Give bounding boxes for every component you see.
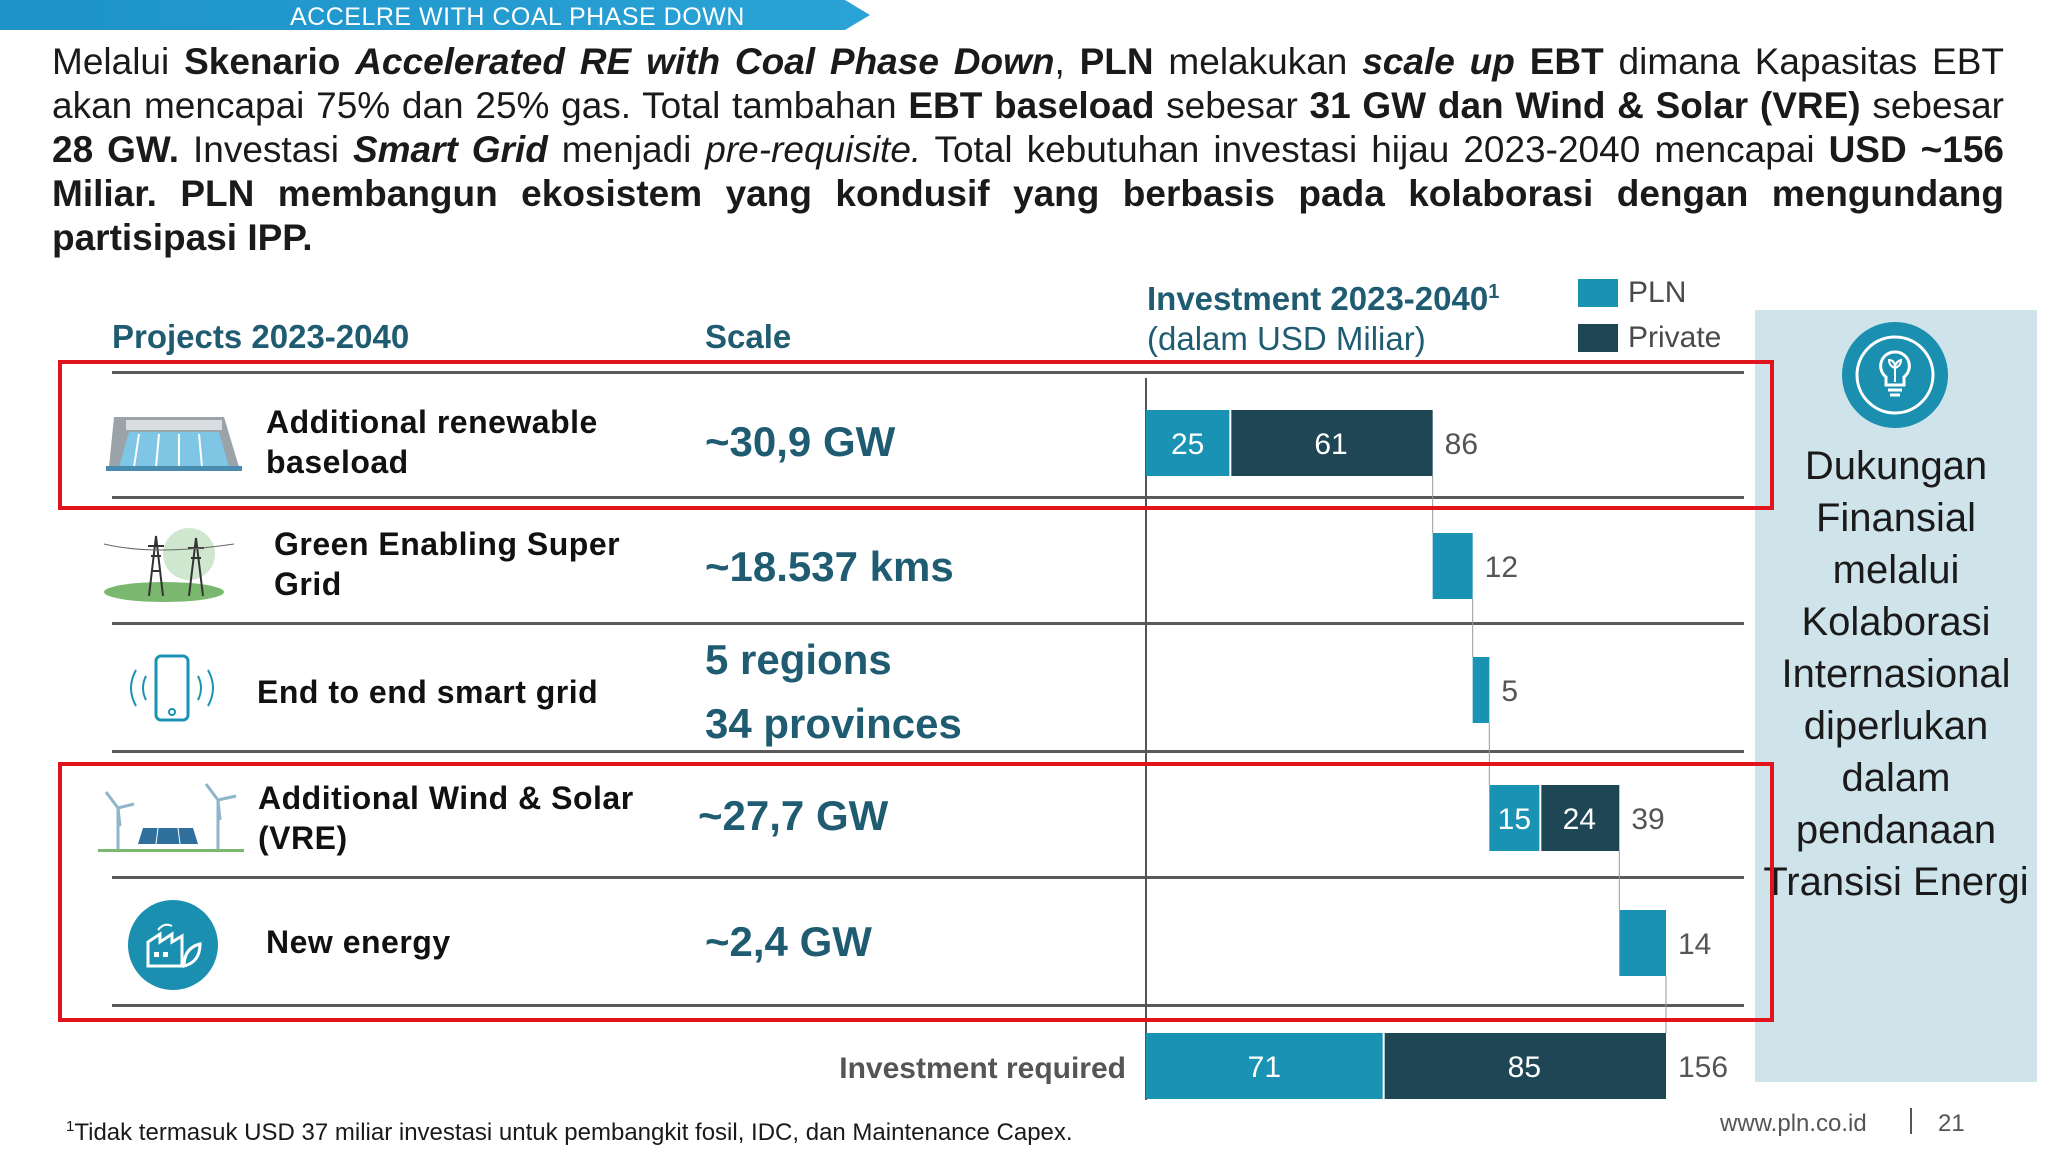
bar-private bbox=[1231, 410, 1433, 476]
bar-total-label: 39 bbox=[1631, 803, 1664, 836]
intro-text: Total kebutuhan investasi hijau 2023-204… bbox=[921, 129, 1829, 170]
project-name: Additional renewable baseload bbox=[266, 404, 598, 480]
projects-header: Projects 2023-2040 bbox=[112, 318, 410, 355]
intro-text: dimana Kapasitas EBT akan mencapai 75% d… bbox=[52, 41, 2005, 126]
bar-total-label: 86 bbox=[1445, 428, 1478, 461]
bar-private bbox=[1384, 1033, 1666, 1099]
scale-value: 34 provinces bbox=[705, 700, 962, 747]
bar-total-label: 12 bbox=[1485, 551, 1518, 584]
smartphone-signal-icon bbox=[124, 654, 220, 724]
intro-bold: PLN bbox=[1079, 41, 1154, 82]
row-divider bbox=[112, 750, 1744, 753]
bar-label-private: 85 bbox=[1508, 1051, 1541, 1084]
footnote-mark: 1 bbox=[66, 1118, 75, 1135]
hydro-dam-glyph bbox=[106, 417, 242, 471]
footer-divider bbox=[1910, 1108, 1912, 1134]
scale-value: ~18.537 kms bbox=[705, 543, 954, 590]
intro-bold: 28 GW. bbox=[52, 129, 180, 170]
row-divider bbox=[112, 371, 1744, 374]
intro-text: menjadi bbox=[547, 129, 706, 170]
intro-bold-italic: scale up bbox=[1362, 41, 1515, 82]
intro-paragraph: Melalui Skenario Accelerated RE with Coa… bbox=[52, 40, 2004, 260]
transmission-tower-glyph bbox=[103, 528, 235, 602]
wind-solar-icon bbox=[98, 778, 244, 852]
intro-text: Investasi bbox=[179, 129, 353, 170]
page-number: 21 bbox=[1938, 1110, 1965, 1137]
lightbulb-leaf-icon bbox=[1842, 322, 1948, 428]
legend-label-pln: PLN bbox=[1628, 276, 1687, 309]
bar-total-label: 14 bbox=[1678, 928, 1711, 961]
factory-leaf-icon bbox=[128, 900, 218, 990]
intro-bold: EBT bbox=[1529, 41, 1604, 82]
row-divider bbox=[112, 876, 1744, 879]
bar-pln bbox=[1489, 785, 1540, 851]
row-divider bbox=[112, 1004, 1744, 1007]
legend-label-private: Private bbox=[1628, 321, 1722, 354]
investment-header: Investment 2023-20401 bbox=[1147, 280, 1499, 318]
footnote: 1Tidak termasuk USD 37 miliar investasi … bbox=[66, 1118, 1073, 1147]
bar-total-label: 5 bbox=[1501, 675, 1518, 708]
intro-text: melakukan bbox=[1153, 41, 1363, 82]
bar-label-private: 61 bbox=[1314, 428, 1347, 461]
scale-value: ~2,4 GW bbox=[705, 918, 872, 965]
transmission-tower-icon bbox=[103, 526, 235, 602]
intro-text: Melalui bbox=[52, 41, 185, 82]
bar-pln bbox=[1146, 410, 1230, 476]
bar-total-label: 156 bbox=[1678, 1051, 1728, 1084]
highlight-box-vre-new-energy bbox=[58, 762, 1774, 1022]
side-panel bbox=[1755, 310, 2037, 1082]
bar-pln bbox=[1146, 1033, 1383, 1099]
intro-text: sebesar bbox=[1154, 85, 1310, 126]
investment-header-text: Investment 2023-2040 bbox=[1147, 280, 1489, 317]
intro-bold: EBT baseload bbox=[908, 85, 1155, 126]
project-name: Additional Wind & Solar (VRE) bbox=[258, 780, 634, 856]
bar-pln bbox=[1432, 533, 1473, 599]
investment-footnote-mark: 1 bbox=[1488, 281, 1500, 303]
scale-value: ~27,7 GW bbox=[698, 792, 889, 839]
bar-pln bbox=[1619, 910, 1666, 976]
footer-url[interactable]: www.pln.co.id bbox=[1720, 1110, 1867, 1137]
hydro-dam-icon bbox=[104, 412, 244, 472]
bar-private bbox=[1541, 785, 1620, 851]
intro-bold-italic: Smart Grid bbox=[352, 129, 548, 170]
scale-value: ~30,9 GW bbox=[705, 418, 896, 465]
project-name: Green Enabling Super Grid bbox=[274, 526, 621, 602]
bar-label-pln: 71 bbox=[1248, 1051, 1281, 1084]
factory-leaf-glyph bbox=[146, 923, 202, 968]
scale-header: Scale bbox=[705, 318, 792, 355]
legend-swatch-pln bbox=[1578, 279, 1618, 307]
wind-solar-glyph bbox=[98, 783, 244, 852]
scale-value: 5 regions bbox=[705, 636, 892, 683]
lightbulb-glyph bbox=[1855, 335, 1935, 415]
bar-label-pln: 25 bbox=[1171, 428, 1204, 461]
legend-swatch-private bbox=[1578, 324, 1618, 352]
intro-italic: pre-requisite. bbox=[705, 129, 922, 170]
bar-label-private: 24 bbox=[1563, 803, 1596, 836]
project-name: End to end smart grid bbox=[257, 674, 599, 710]
section-banner bbox=[0, 0, 870, 30]
footnote-text: Tidak termasuk USD 37 miliar investasi u… bbox=[74, 1119, 1073, 1146]
highlight-box-baseload bbox=[58, 360, 1774, 510]
intro-bold: 31 GW dan Wind & Solar (VRE) bbox=[1309, 85, 1861, 126]
project-name: New energy bbox=[266, 924, 451, 960]
side-panel-text: Dukungan Finansial melalui Kolaborasi In… bbox=[1763, 444, 2029, 904]
intro-bold-italic: Accelerated RE with Coal Phase Down bbox=[355, 41, 1055, 82]
smartphone-signal-glyph bbox=[130, 654, 214, 722]
bar-label-pln: 15 bbox=[1498, 803, 1531, 836]
bar-pln bbox=[1472, 657, 1490, 723]
intro-bold: USD ~156 Miliar. PLN membangun ekosistem… bbox=[52, 129, 2004, 258]
intro-text: , bbox=[1054, 41, 1080, 82]
intro-text: sebesar bbox=[1860, 85, 2004, 126]
section-banner-title: ACCELRE WITH COAL PHASE DOWN bbox=[290, 3, 745, 31]
intro-bold: Skenario bbox=[184, 41, 356, 82]
investment-unit: (dalam USD Miliar) bbox=[1147, 320, 1426, 357]
row-divider bbox=[112, 622, 1744, 625]
total-label: Investment required bbox=[839, 1052, 1126, 1085]
row-divider bbox=[112, 496, 1744, 499]
